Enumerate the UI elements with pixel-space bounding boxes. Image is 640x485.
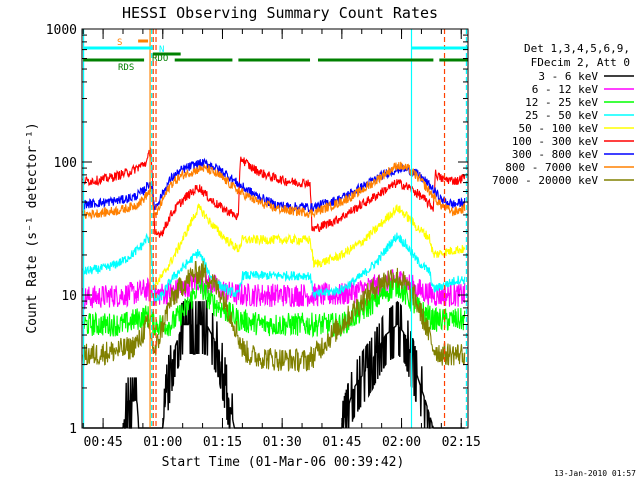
series-line-5: [154, 202, 466, 289]
state-label-s: S: [117, 38, 122, 48]
legend-entry-label: 12 - 25 keV: [525, 96, 598, 109]
footer-date: 13-Jan-2010 01:57: [554, 469, 636, 478]
x-tick-label: 02:00: [382, 435, 421, 450]
legend-entry-label: 3 - 6 keV: [538, 70, 598, 83]
legend-header-line: Det 1,3,4,5,6,9,: [524, 42, 630, 55]
x-tick-label: 02:15: [442, 435, 481, 450]
series-line-9: [82, 260, 466, 373]
series-line-6: [82, 147, 466, 238]
legend-entry-label: 100 - 300 keV: [512, 135, 598, 148]
legend-entry-label: 800 - 7000 keV: [505, 161, 598, 174]
x-axis-label: Start Time (01-Mar-06 00:39:42): [162, 455, 405, 470]
legend-entry-label: 50 - 100 keV: [519, 122, 599, 135]
y-tick-label: 1000: [46, 23, 77, 38]
legend: Det 1,3,4,5,6,9,FDecim 2, Att 03 - 6 keV…: [492, 42, 634, 187]
legend-entry-label: 6 - 12 keV: [532, 83, 599, 96]
legend-header-line: FDecim 2, Att 0: [531, 56, 630, 69]
y-tick-label: 10: [61, 289, 77, 304]
state-label-rdo: RDO: [152, 54, 168, 64]
series-line-4: [82, 232, 466, 303]
legend-entry-label: 7000 - 20000 keV: [492, 174, 598, 187]
legend-entry-label: 25 - 50 keV: [525, 109, 598, 122]
plot-frame: [81, 28, 469, 429]
x-tick-label: 01:30: [263, 435, 302, 450]
x-tick-label: 00:45: [84, 435, 123, 450]
state-label-n: N: [159, 45, 164, 55]
y-axis-label: Count Rate (s⁻¹ detector⁻¹): [25, 122, 40, 333]
y-tick-label: 1: [69, 422, 77, 437]
series-line-8: [82, 161, 466, 220]
legend-entry-label: 300 - 800 keV: [512, 148, 598, 161]
series-line-3: [82, 273, 466, 338]
x-tick-label: 01:45: [322, 435, 361, 450]
y-tick-label: 100: [54, 156, 77, 171]
state-label-rds: RDS: [118, 63, 134, 73]
x-tick-label: 01:00: [143, 435, 182, 450]
chart-title: HESSI Observing Summary Count Rates: [122, 4, 438, 22]
x-tick-label: 01:15: [203, 435, 242, 450]
series-line-2: [82, 269, 466, 310]
